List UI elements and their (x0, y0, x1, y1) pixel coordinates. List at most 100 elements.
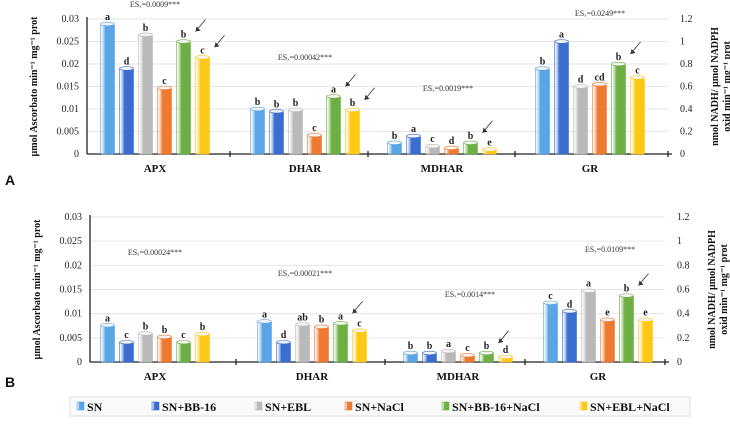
right-tick-label: 0.4 (677, 309, 690, 320)
legend-swatch (344, 401, 353, 411)
arrow-head-icon (630, 49, 636, 54)
bar-cap (138, 32, 153, 37)
right-axis-title-line1: nmol NADH/ µmol NADPH (710, 27, 721, 146)
arrow-head-icon (214, 42, 220, 48)
bar-cap (333, 321, 348, 326)
significance-letter: b (350, 98, 356, 109)
right-tick-label: 1.2 (677, 212, 690, 223)
bar-cap (444, 145, 459, 150)
significance-letter: c (200, 45, 205, 56)
bar-cap (592, 82, 607, 87)
bar-cap (581, 288, 596, 293)
bar-cap (295, 322, 310, 327)
right-tick-label: 0.2 (677, 333, 690, 344)
bar-gr-1 (554, 41, 569, 155)
bar-cap (276, 340, 291, 345)
bar-gr-5 (630, 77, 645, 155)
bar-apx-2 (138, 34, 153, 155)
left-tick-label: 0.005 (60, 333, 83, 344)
left-tick-label: 0.005 (57, 127, 80, 138)
bar-apx-1 (119, 68, 134, 155)
arrow-head-icon (345, 81, 351, 87)
legend-label: SN+EBL+NaCl (590, 400, 670, 414)
bar-cap (119, 340, 134, 345)
bar-cap (611, 61, 626, 67)
significance-letter: c (312, 123, 317, 134)
significance-letter: b (293, 98, 299, 109)
significance-letter: c (635, 66, 640, 77)
left-tick-label: 0.02 (65, 260, 83, 271)
bar-dhar-1 (269, 110, 284, 155)
bar-cap (619, 293, 634, 298)
bar-dhar-4 (326, 96, 341, 155)
bar-dhar-4 (333, 323, 348, 363)
legend-swatch (579, 401, 588, 411)
legend-label: SN+BB-16 (162, 400, 216, 414)
bar-cap (257, 319, 272, 324)
legend-label: SN+NaCl (355, 400, 405, 414)
arrow-head-icon (364, 94, 370, 100)
bar-apx-0 (100, 324, 115, 363)
category-label: GR (582, 163, 600, 175)
bar-cap (498, 354, 513, 360)
right-tick-label: 1 (680, 37, 685, 48)
bar-cap (573, 84, 588, 89)
legend-swatch (76, 401, 85, 411)
es-annotation: ESₓ=0.00042*** (278, 53, 332, 62)
right-tick-label: 0.6 (680, 82, 693, 93)
bar-dhar-3 (307, 134, 322, 155)
bar-cap (406, 133, 421, 139)
bar-apx-4 (176, 41, 191, 155)
bar-cap (100, 323, 115, 328)
significance-letter: b (255, 97, 261, 108)
right-tick-label: 0.6 (677, 285, 690, 296)
bar-cap (425, 144, 440, 149)
significance-letter: cd (595, 72, 605, 83)
significance-letter: b (162, 325, 168, 336)
legend-swatch (254, 401, 263, 411)
panel-label: A (5, 172, 15, 188)
right-tick-label: 0.8 (680, 59, 693, 70)
arrow-head-icon (195, 26, 201, 32)
category-label: DHAR (296, 371, 329, 383)
significance-letter: b (392, 131, 398, 142)
bar-cap (535, 66, 550, 71)
left-tick-label: 0.03 (62, 14, 80, 25)
significance-letter: b (427, 341, 433, 352)
legend-label: SN+BB-16+NaCl (452, 400, 540, 414)
legend-label: SN+EBL (265, 400, 311, 414)
bar-cap (630, 75, 645, 80)
right-tick-label: 1.2 (680, 14, 693, 25)
left-axis-title: µmol Ascorbato min⁻¹ mg⁻¹ prot (32, 219, 43, 360)
left-tick-label: 0 (77, 357, 82, 368)
bar-gr-4 (619, 295, 634, 363)
bar-apx-0 (100, 23, 115, 155)
left-tick-label: 0.025 (57, 37, 80, 48)
bar-cap (157, 85, 172, 90)
significance-letter: b (484, 341, 490, 352)
left-tick-label: 0 (74, 149, 79, 160)
significance-letter: d (567, 299, 573, 310)
significance-letter: b (274, 99, 280, 110)
category-label: MDHAR (437, 371, 481, 383)
bar-cap (482, 147, 497, 152)
right-tick-label: 0 (677, 357, 682, 368)
significance-letter: b (200, 322, 206, 333)
bar-cap (600, 317, 615, 322)
es-annotation: ESₓ=0.0109*** (585, 245, 635, 254)
bar-dhar-0 (257, 321, 272, 363)
significance-letter: a (262, 309, 267, 320)
significance-letter: d (449, 136, 455, 147)
bar-cap (176, 39, 191, 44)
significance-letter: c (548, 291, 553, 302)
significance-letter: e (643, 308, 648, 319)
bar-cap (441, 349, 456, 354)
panel-label: B (5, 374, 15, 390)
es-annotation: ESₓ=0.0009*** (130, 0, 180, 9)
legend-swatch (151, 401, 160, 411)
significance-letter: d (578, 75, 584, 86)
arrow-head-icon (482, 127, 488, 133)
bar-apx-3 (157, 336, 172, 363)
left-tick-label: 0.015 (57, 82, 80, 93)
significance-letter: b (540, 57, 546, 68)
